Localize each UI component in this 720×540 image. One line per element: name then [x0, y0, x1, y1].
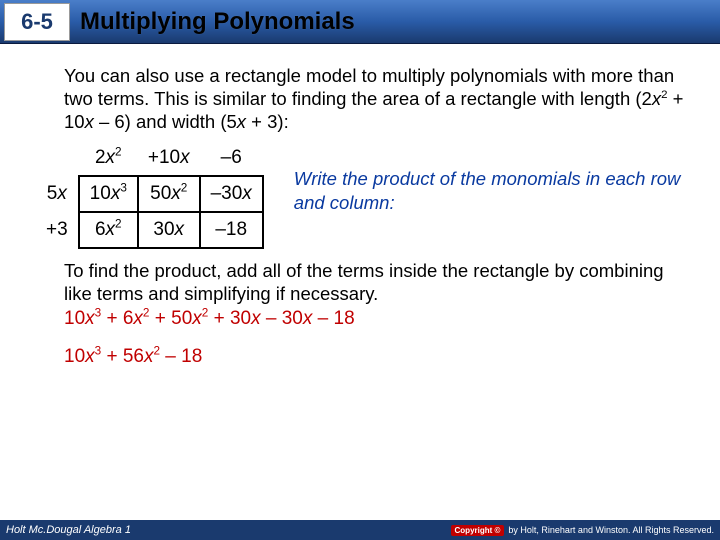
- slide-footer: Holt Mc.Dougal Algebra 1 Copyright © by …: [0, 520, 720, 540]
- cell-r2c3: –18: [200, 212, 263, 248]
- col1-header: 2x2: [79, 141, 138, 176]
- table-header-row: 2x2 +10x –6: [36, 141, 263, 176]
- slide-title: Multiplying Polynomials: [80, 8, 355, 36]
- model-row: 2x2 +10x –6 5x 10x3 50x2 –30x +3 6x2 30x…: [36, 141, 684, 248]
- footer-right: Copyright © by Holt, Rinehart and Winsto…: [451, 525, 714, 536]
- table-row: +3 6x2 30x –18: [36, 212, 263, 248]
- annotation-text: Write the product of the monomials in ea…: [294, 141, 684, 213]
- lesson-number: 6-5: [21, 9, 53, 35]
- rectangle-model-table: 2x2 +10x –6 5x 10x3 50x2 –30x +3 6x2 30x…: [36, 141, 264, 248]
- intro-paragraph: You can also use a rectangle model to mu…: [64, 64, 684, 133]
- col2-header: +10x: [138, 141, 200, 176]
- expanded-expression: 10x3 + 6x2 + 50x2 + 30x – 30x – 18: [64, 307, 684, 331]
- content-area: You can also use a rectangle model to mu…: [0, 44, 720, 368]
- cell-r1c3: –30x: [200, 176, 263, 212]
- row1-label: 5x: [36, 176, 79, 212]
- table-row: 5x 10x3 50x2 –30x: [36, 176, 263, 212]
- cell-r1c2: 50x2: [138, 176, 200, 212]
- lesson-number-box: 6-5: [4, 3, 70, 41]
- cell-r2c1: 6x2: [79, 212, 138, 248]
- instruction-paragraph: To find the product, add all of the term…: [64, 259, 684, 305]
- cell-r2c2: 30x: [138, 212, 200, 248]
- col3-header: –6: [200, 141, 263, 176]
- result-expression: 10x3 + 56x2 – 18: [64, 345, 684, 369]
- footer-right-text: by Holt, Rinehart and Winston. All Right…: [508, 525, 714, 535]
- cell-r1c1: 10x3: [79, 176, 138, 212]
- row2-label: +3: [36, 212, 79, 248]
- slide-header: 6-5 Multiplying Polynomials: [0, 0, 720, 44]
- copyright-badge: Copyright ©: [451, 525, 505, 536]
- footer-left-text: Holt Mc.Dougal Algebra 1: [6, 524, 131, 536]
